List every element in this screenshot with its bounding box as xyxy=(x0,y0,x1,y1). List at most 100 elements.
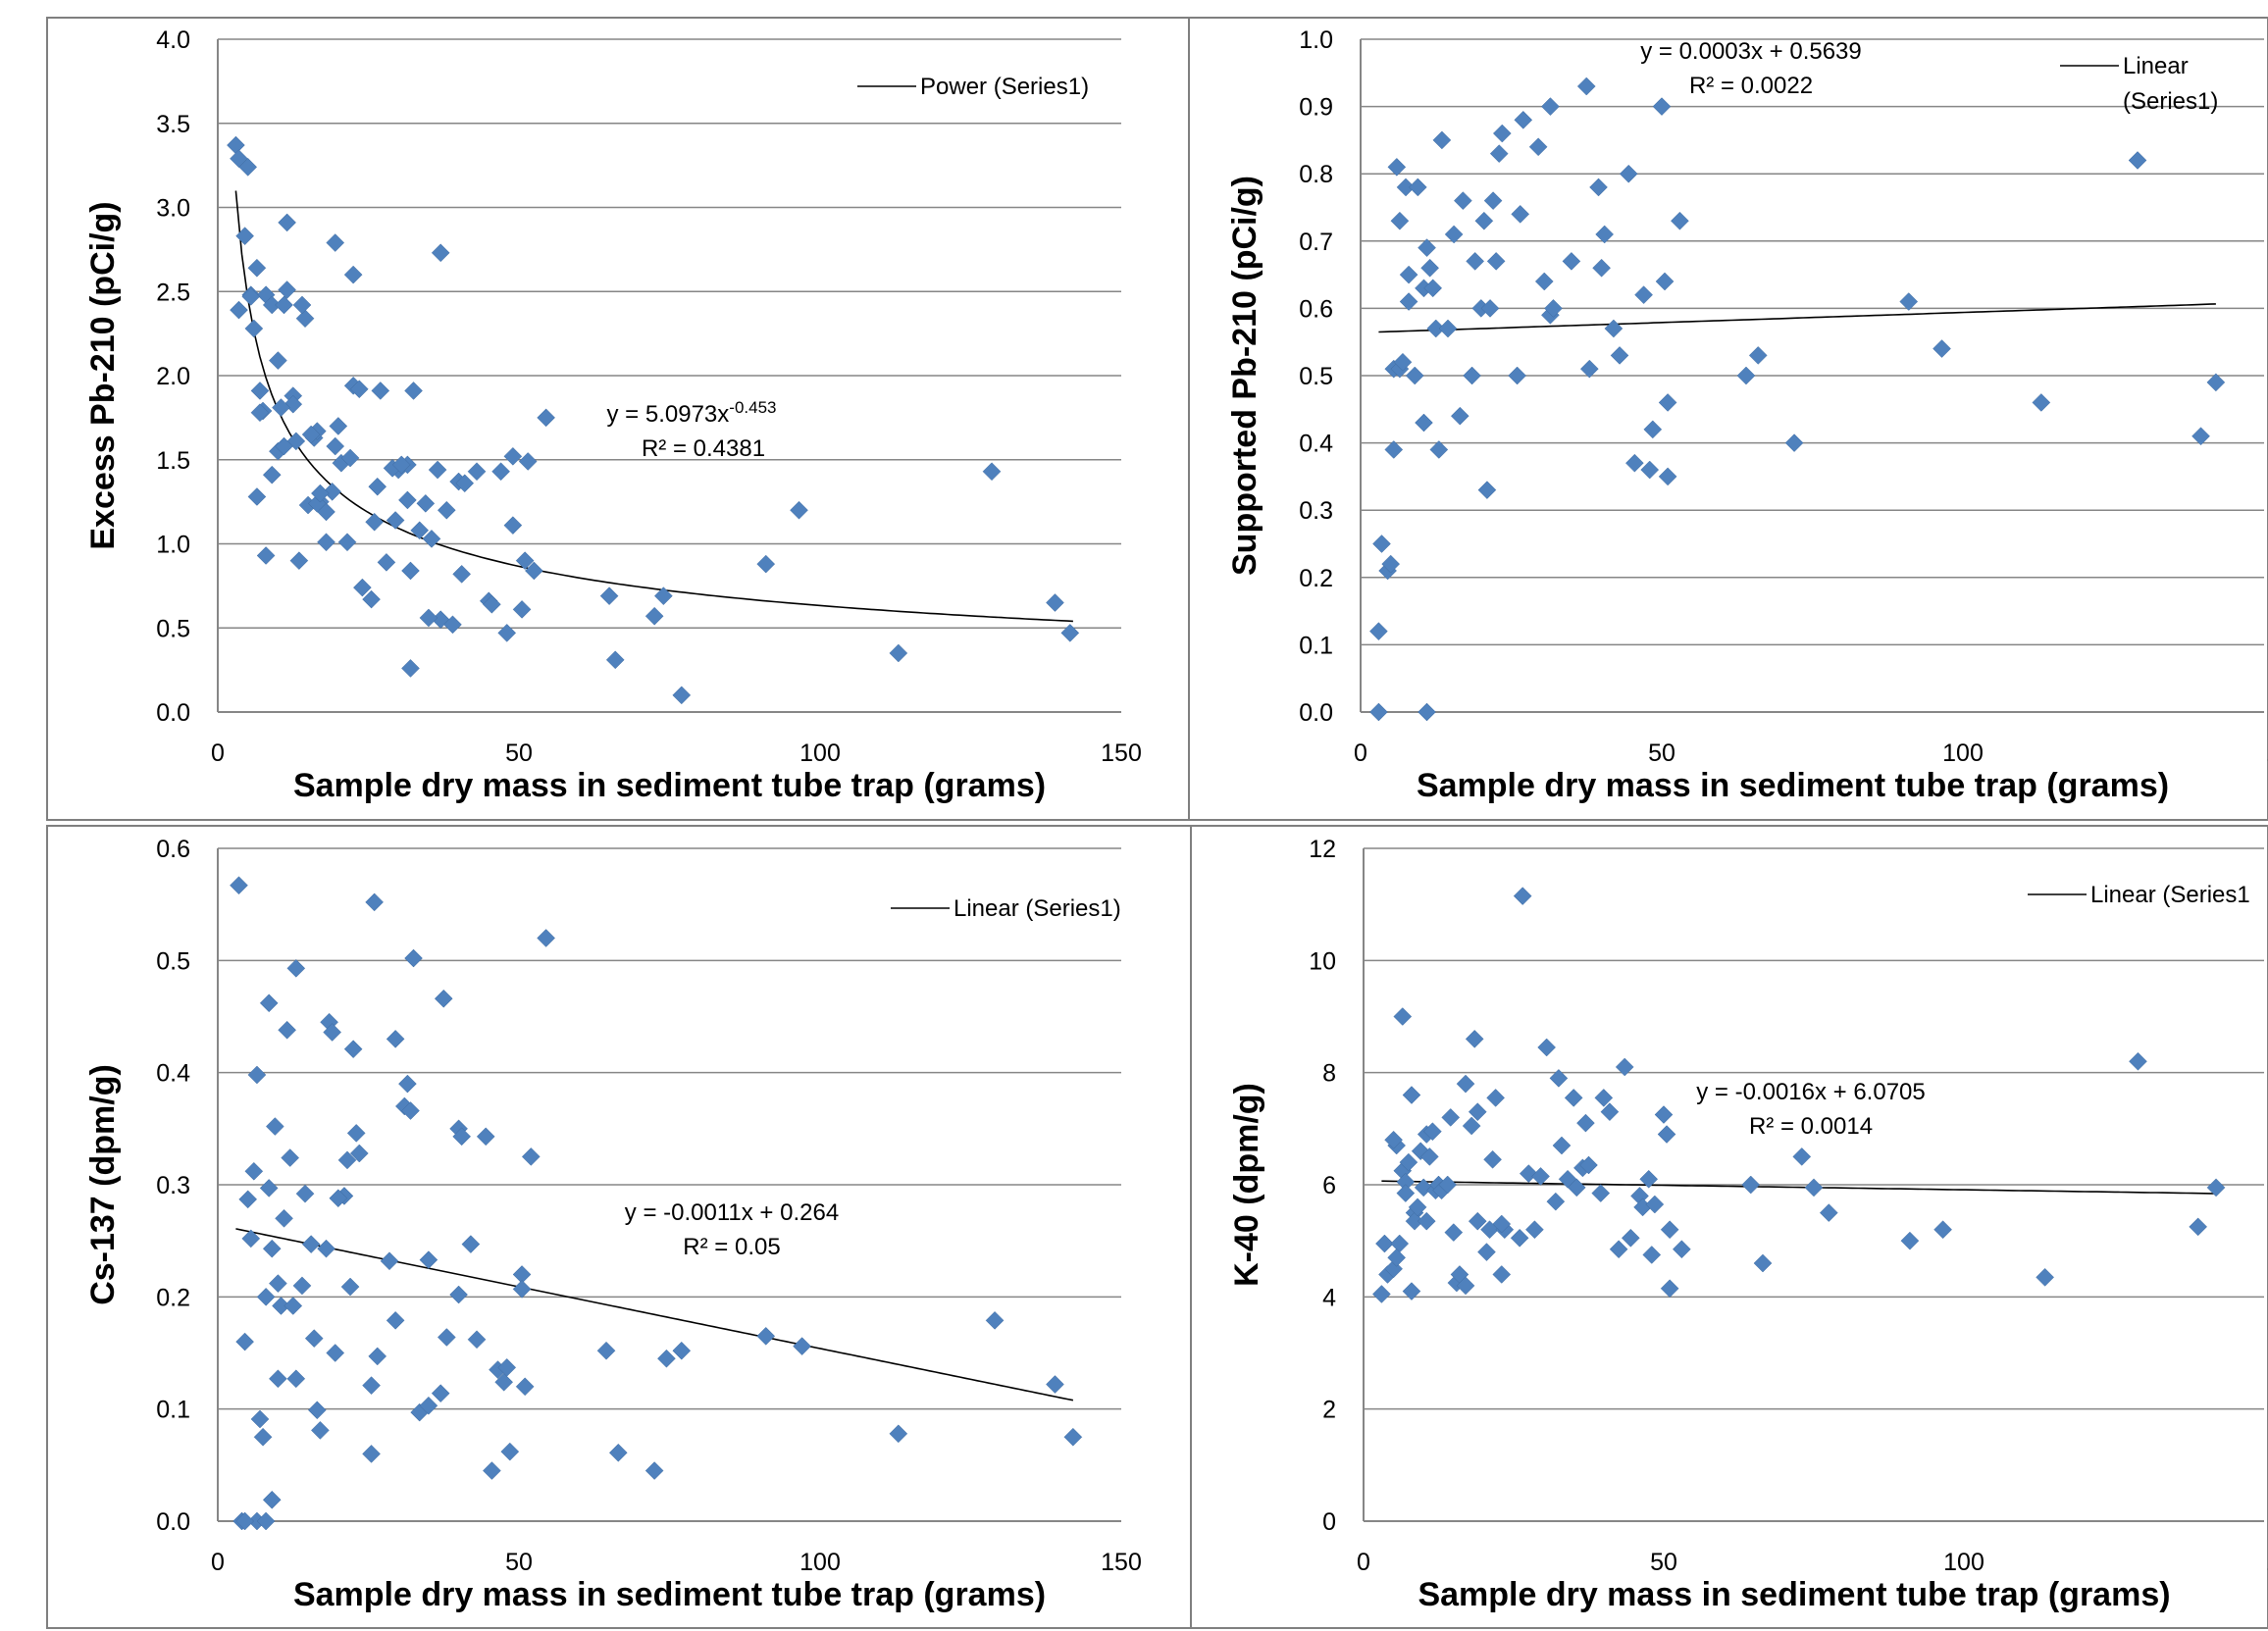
data-point xyxy=(286,958,306,978)
data-point xyxy=(275,295,293,315)
data-point xyxy=(2191,427,2210,446)
data-point xyxy=(1544,299,1563,318)
data-point xyxy=(377,553,396,572)
data-point xyxy=(256,546,276,565)
data-point xyxy=(1450,406,1469,426)
data-point xyxy=(1933,339,1951,358)
data-point xyxy=(1657,1125,1676,1144)
data-point xyxy=(1415,413,1433,433)
data-point xyxy=(497,624,517,642)
data-point xyxy=(1405,366,1424,385)
data-point xyxy=(2206,1178,2226,1198)
data-point xyxy=(654,586,673,606)
data-point xyxy=(262,1239,282,1258)
data-point xyxy=(230,300,248,320)
data-point xyxy=(1399,1152,1418,1172)
data-point xyxy=(247,487,267,506)
data-point xyxy=(1642,1246,1662,1264)
panel-frame xyxy=(1190,825,2268,1629)
data-point xyxy=(401,561,420,581)
data-point xyxy=(1591,1184,1611,1202)
data-point xyxy=(494,1372,514,1392)
r-squared: R² = 0.4381 xyxy=(642,435,765,462)
chart-panel-2: 0.0 0.1 0.2 0.3 0.4 0.5 0.6 0.7 0.8 0.9 1.0 0 50 100 1… xyxy=(1188,17,2268,821)
y-tick-label: 0.7 xyxy=(1299,229,1333,256)
data-point xyxy=(362,1445,381,1463)
legend-label: Linear (Series1) xyxy=(954,895,1121,922)
x-tick-label: 50 xyxy=(505,1549,533,1576)
data-point xyxy=(1654,1105,1674,1124)
data-point xyxy=(1046,1375,1064,1394)
data-point xyxy=(269,351,287,370)
data-point xyxy=(235,227,254,246)
data-point xyxy=(323,1023,342,1042)
data-point xyxy=(1660,1279,1679,1299)
data-point xyxy=(1792,1147,1812,1166)
data-point xyxy=(1933,1220,1952,1240)
legend-label: Power (Series1) xyxy=(920,74,1089,100)
data-point xyxy=(1804,1178,1824,1198)
data-point xyxy=(1418,238,1436,258)
y-tick-label: 0.3 xyxy=(1299,497,1333,525)
data-point xyxy=(1564,1089,1583,1107)
data-point xyxy=(262,1490,282,1509)
data-point xyxy=(404,948,423,968)
data-point xyxy=(250,382,270,400)
data-point xyxy=(1519,1164,1538,1183)
data-point xyxy=(756,554,776,574)
data-point xyxy=(1819,1203,1838,1222)
data-point xyxy=(608,1443,628,1462)
data-point xyxy=(1444,225,1464,244)
data-point xyxy=(483,1461,501,1480)
data-point xyxy=(269,1274,287,1293)
data-point xyxy=(1595,225,1615,244)
x-tick-label: 50 xyxy=(505,739,533,767)
data-point xyxy=(1610,346,1629,365)
data-point xyxy=(241,1229,261,1249)
data-point xyxy=(1671,211,1689,230)
data-point xyxy=(272,398,290,417)
data-point xyxy=(428,460,447,480)
data-point xyxy=(256,1287,276,1306)
data-point xyxy=(343,265,363,284)
data-point xyxy=(1390,211,1410,230)
data-point xyxy=(259,1179,279,1198)
data-point xyxy=(982,462,1002,482)
data-point xyxy=(404,382,423,400)
data-point xyxy=(419,608,438,628)
data-point xyxy=(278,213,296,232)
data-point xyxy=(515,1377,535,1397)
y-tick-label: 0.4 xyxy=(156,1060,190,1088)
data-point xyxy=(1589,178,1608,197)
y-tick-label: 1.5 xyxy=(156,447,190,475)
data-points xyxy=(230,876,1083,1531)
data-point xyxy=(476,1127,495,1147)
data-point xyxy=(281,1148,300,1167)
data-point xyxy=(500,1442,520,1461)
data-point xyxy=(1396,1184,1416,1202)
data-point xyxy=(644,606,664,626)
data-point xyxy=(401,659,420,678)
y-tick-label: 4 xyxy=(1322,1284,1336,1311)
data-point xyxy=(452,565,472,584)
data-point xyxy=(289,551,309,571)
data-point xyxy=(437,1328,456,1347)
data-point xyxy=(1634,285,1653,305)
data-point xyxy=(1402,1086,1421,1104)
y-tick-label: 4.0 xyxy=(156,26,190,54)
data-point xyxy=(368,1347,387,1366)
data-point xyxy=(398,1074,417,1094)
data-point xyxy=(323,482,342,501)
data-point xyxy=(349,1144,369,1163)
y-tick-label: 0.0 xyxy=(156,699,190,727)
x-axis-title: Sample dry mass in sediment tube trap (g… xyxy=(293,1576,1046,1613)
data-point xyxy=(238,157,258,177)
y-axis-title: Cs-137 (dpm/g) xyxy=(84,1064,122,1305)
data-point xyxy=(1579,1155,1598,1175)
data-point xyxy=(365,892,384,912)
data-point xyxy=(1387,157,1407,177)
data-point xyxy=(1462,1116,1481,1136)
panel-frame xyxy=(1188,17,2268,821)
data-point xyxy=(326,436,345,456)
chart-panel-3: 0.0 0.1 0.2 0.3 0.4 0.5 0.6 0 50 100 150 Sample dry… xyxy=(46,825,1235,1629)
